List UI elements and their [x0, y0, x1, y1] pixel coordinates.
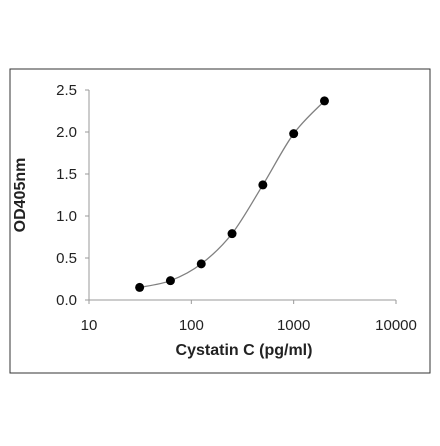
- y-tick-label: 0.5: [56, 250, 77, 267]
- x-axis-title: Cystatin C (pg/ml): [176, 342, 313, 359]
- x-tick-label: 1000: [277, 317, 310, 334]
- y-axis-title: OD405nm: [12, 158, 29, 233]
- axes: [88, 90, 396, 301]
- y-tick-label: 2.5: [56, 82, 77, 99]
- data-points: [135, 96, 329, 292]
- x-tick-label: 10: [81, 317, 98, 334]
- y-tick-label: 2.0: [56, 124, 77, 141]
- tick-labels: 0.0 0.5 1.0 1.5 2.0 2.5 10 100 1000 10000: [56, 82, 417, 334]
- fit-curve: [139, 100, 325, 289]
- data-point: [165, 276, 175, 286]
- data-point: [196, 259, 206, 269]
- x-tick-label: 100: [179, 317, 204, 334]
- y-tick-label: 1.0: [56, 208, 77, 225]
- outer-border: [9, 68, 431, 374]
- data-point: [289, 129, 299, 139]
- x-tick-label: 10000: [375, 317, 417, 334]
- data-point: [135, 282, 145, 292]
- data-point: [258, 180, 268, 190]
- y-tick-label: 1.5: [56, 166, 77, 183]
- y-tick-label: 0.0: [56, 292, 77, 309]
- data-point: [227, 229, 237, 239]
- ticks: [85, 89, 397, 304]
- data-point: [319, 96, 329, 106]
